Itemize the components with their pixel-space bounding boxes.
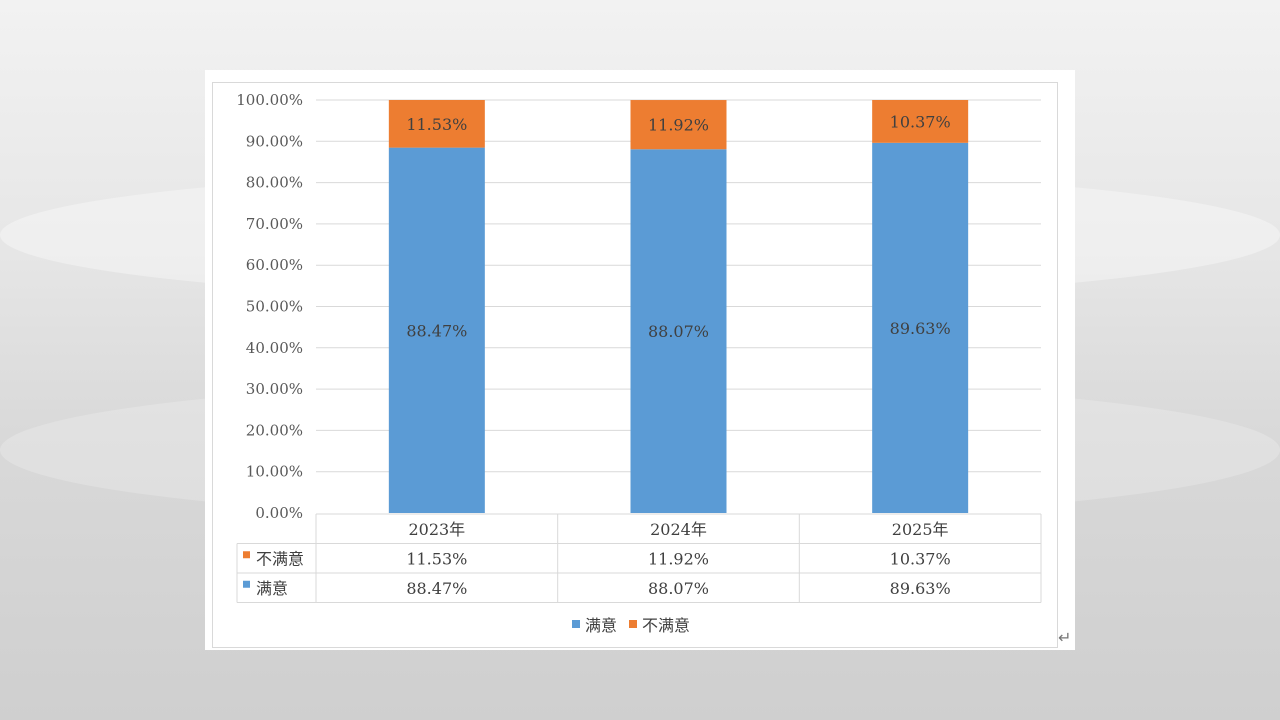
table-cell: 11.92% <box>648 549 709 568</box>
bar-unsatisfied <box>388 100 485 148</box>
bar-unsatisfied <box>872 100 969 143</box>
table-legend-key <box>243 551 250 559</box>
table-cell: 89.63% <box>890 579 951 598</box>
data-label-satisfied: 88.47% <box>406 321 467 340</box>
table-row-label: 满意 <box>256 579 288 598</box>
y-tick-label: 10.00% <box>246 463 303 481</box>
x-category-label: 2024年 <box>650 520 707 539</box>
bar-satisfied <box>388 147 485 513</box>
y-tick-label: 30.00% <box>246 380 303 398</box>
data-label-unsatisfied: 11.53% <box>406 115 467 134</box>
table-cell: 11.53% <box>406 549 467 568</box>
y-tick-label: 100.00% <box>236 91 303 109</box>
bar-unsatisfied <box>630 100 727 150</box>
data-label-unsatisfied: 11.92% <box>648 116 709 135</box>
legend-swatch <box>629 620 637 628</box>
y-tick-label: 50.00% <box>246 298 303 316</box>
paragraph-mark: ↵ <box>1058 628 1072 647</box>
legend-label: 满意 <box>585 616 617 635</box>
table-cell: 88.47% <box>406 579 467 598</box>
y-tick-label: 70.00% <box>246 215 303 233</box>
legend-label: 不满意 <box>642 616 690 635</box>
y-tick-label: 90.00% <box>246 132 303 150</box>
table-cell: 10.37% <box>890 549 951 568</box>
x-category-label: 2023年 <box>408 520 465 539</box>
table-cell: 88.07% <box>648 579 709 598</box>
y-tick-label: 60.00% <box>246 256 303 274</box>
bar-series: 88.47% 11.53% 88.07% 11.92% 89.63% 10.37% <box>388 100 969 513</box>
y-axis-tick-labels: 0.00% 10.00% 20.00% 30.00% 40.00% 50.00% 60.00… <box>236 91 303 522</box>
legend: 满意 不满意 <box>572 616 690 635</box>
bar-satisfied <box>872 142 969 513</box>
data-label-satisfied: 88.07% <box>648 322 709 341</box>
table-row-label: 不满意 <box>256 549 304 568</box>
chart-area-border <box>212 82 1058 648</box>
bar-satisfied <box>630 149 727 513</box>
table-legend-key <box>243 580 250 588</box>
y-tick-label: 20.00% <box>246 421 303 439</box>
y-tick-label: 40.00% <box>246 339 303 357</box>
y-tick-label: 80.00% <box>246 174 303 192</box>
data-label-unsatisfied: 10.37% <box>890 112 951 131</box>
x-category-label: 2025年 <box>892 520 949 539</box>
data-label-satisfied: 89.63% <box>890 319 951 338</box>
legend-swatch <box>572 620 580 628</box>
y-tick-label: 0.00% <box>255 504 303 522</box>
